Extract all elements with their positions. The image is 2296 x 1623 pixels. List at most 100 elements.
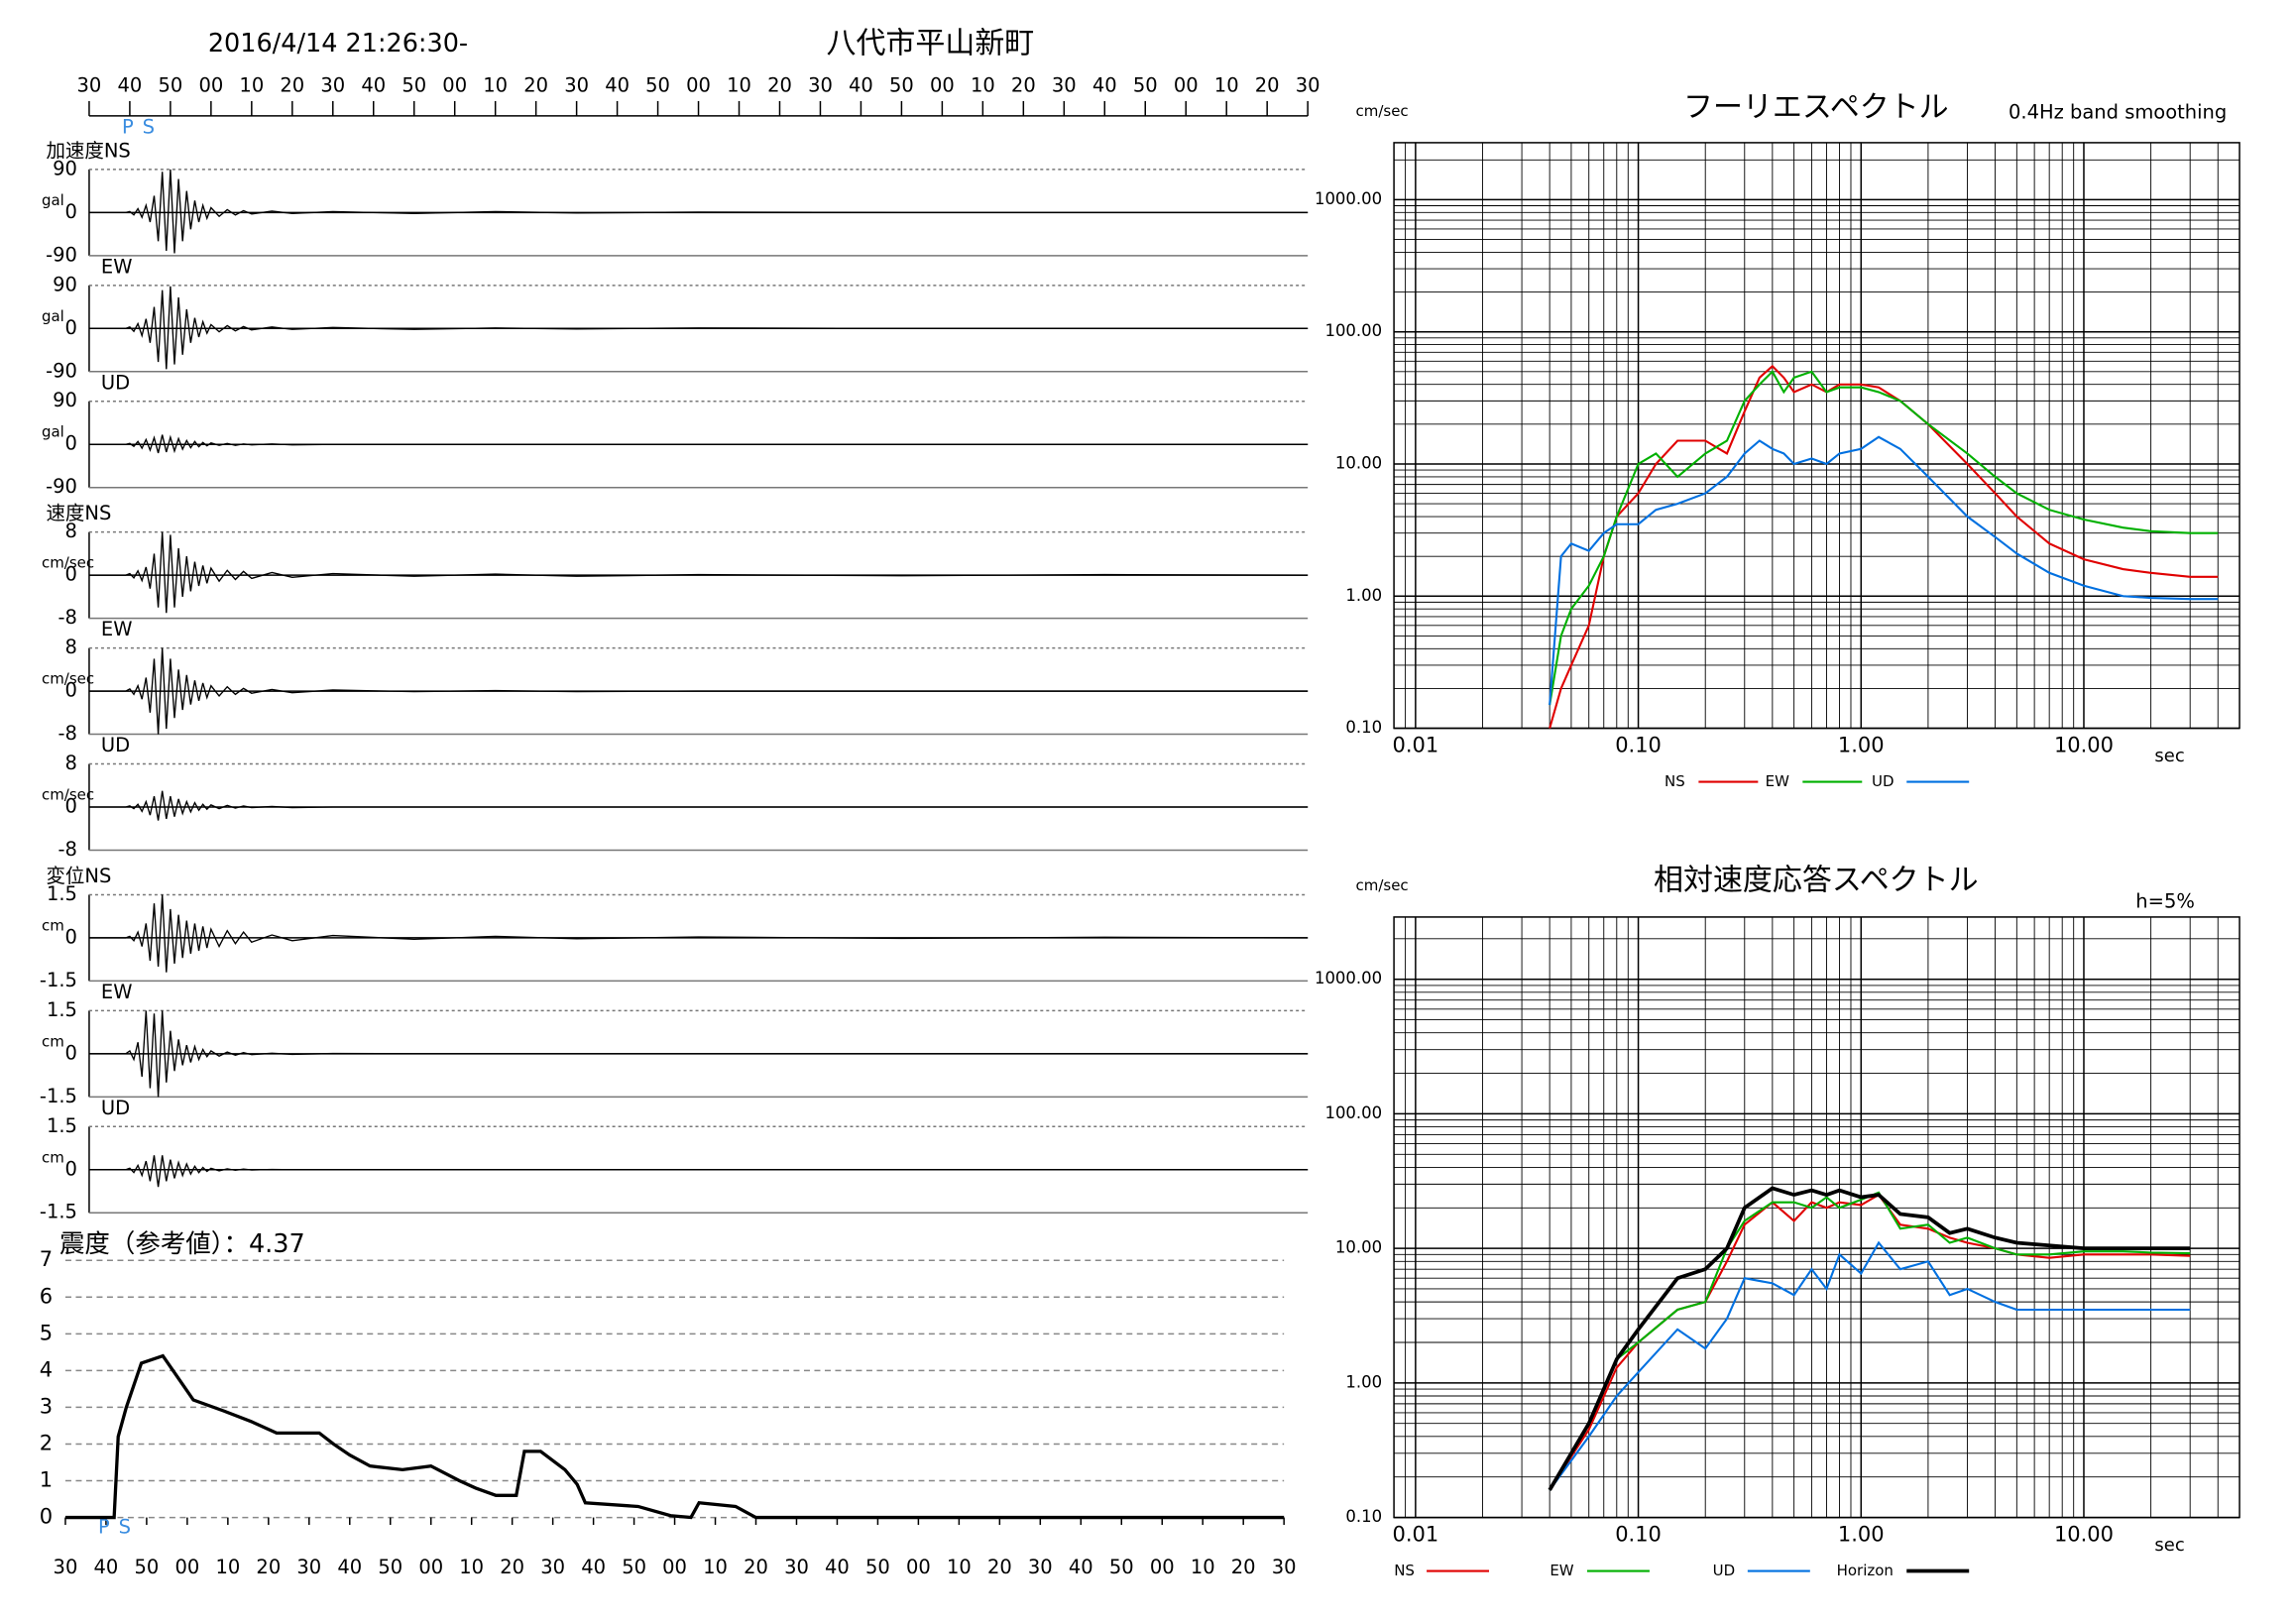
x-tick-label: 40 [1069,1556,1093,1578]
panel-unit: cm/sec [42,670,94,688]
y-tick-label: -90 [46,243,77,266]
x-tick-label: 40 [825,1556,850,1578]
x-tick-label: 20 [767,73,792,96]
legend-label: EW [1766,772,1789,790]
y-tick-label: 7 [40,1247,53,1271]
x-tick-label: 10.00 [2054,734,2114,757]
x-tick-label: 40 [337,1556,362,1578]
x-tick-label: 40 [361,73,386,96]
y-tick-label: 90 [53,273,77,295]
phase-marker: P [98,1516,110,1539]
chart-title: 相対速度応答スペクトル [1654,863,1979,897]
y-tick-label: 0 [65,679,77,702]
panel-unit: cm/sec [42,554,94,572]
x-axis-label: sec [2154,746,2184,766]
x-tick-label: 40 [581,1556,606,1578]
x-tick-label: 00 [1174,73,1199,96]
y-tick-label: 0 [65,795,77,818]
waveform [88,531,1309,614]
spectrum-line [1549,1240,2191,1491]
y-tick-label: 1.00 [1345,586,1382,605]
x-tick-label: 30 [540,1556,565,1578]
panel-label: 速度NS [46,502,111,524]
panel-label: 加速度NS [46,139,130,162]
y-tick-label: 100.00 [1324,321,1382,340]
y-tick-label: 0 [65,1041,77,1064]
x-tick-label: 50 [402,73,426,96]
x-tick-label: 20 [1011,73,1036,96]
y-tick-label: 1.00 [1345,1372,1382,1391]
phase-marker: S [143,115,155,138]
y-tick-label: 8 [65,520,77,542]
chart-title: フーリエスペクトル [1683,90,1949,125]
x-tick-label: 1.00 [1838,734,1885,757]
x-tick-label: 00 [442,73,467,96]
x-tick-label: 50 [158,73,182,96]
legend-label: Horizon [1837,1562,1894,1579]
y-tick-label: 0 [65,563,77,586]
x-tick-label: 0.01 [1393,734,1439,757]
x-tick-label: 10 [971,73,995,96]
x-tick-label: 40 [94,1556,119,1578]
legend-label: UD [1713,1562,1736,1579]
chart-title: 震度（参考値）：4.37 [59,1229,305,1259]
waveform [88,434,1309,454]
panel-label: UD [101,1097,130,1119]
x-tick-label: 0.01 [1393,1523,1439,1547]
x-tick-label: 10 [215,1556,240,1578]
panel-unit: cm [42,1148,64,1166]
y-tick-label: 0 [65,432,77,455]
x-tick-label: 30 [296,1556,321,1578]
y-tick-label: 3 [40,1394,53,1418]
x-tick-label: 20 [1231,1556,1256,1578]
y-tick-label: -90 [46,359,77,382]
plot-frame [1393,916,2240,1519]
x-tick-label: 10 [727,73,751,96]
legend-label: NS [1394,1562,1415,1579]
x-tick-label: 50 [865,1556,890,1578]
y-axis-label: cm/sec [1356,876,1409,894]
x-tick-label: 10 [459,1556,484,1578]
x-tick-label: 10 [703,1556,728,1578]
x-tick-label: 50 [889,73,914,96]
y-tick-label: 90 [53,389,77,411]
x-tick-label: 10 [1214,73,1239,96]
waveform [88,1155,1309,1188]
x-tick-label: 10 [483,73,508,96]
y-tick-label: 5 [40,1321,53,1344]
waveform [88,790,1309,821]
y-tick-label: 1 [40,1468,53,1492]
x-tick-label: 30 [320,73,345,96]
y-tick-label: 2 [40,1431,53,1454]
y-tick-label: 1.5 [47,998,77,1021]
y-tick-label: 1000.00 [1315,969,1382,987]
x-tick-label: 30 [54,1556,78,1578]
waveform [88,286,1309,370]
panel-label: EW [101,618,133,640]
x-tick-label: 30 [1272,1556,1297,1578]
spectrum-line [1549,435,2219,706]
x-tick-label: 50 [1109,1556,1134,1578]
x-tick-label: 20 [523,73,548,96]
y-tick-label: -8 [58,606,77,629]
x-tick-label: 00 [686,73,711,96]
y-tick-label: 90 [53,157,77,179]
y-tick-label: 0 [40,1505,53,1529]
x-tick-label: 20 [987,1556,1012,1578]
x-tick-label: 50 [622,1556,646,1578]
chart-subtitle: 0.4Hz band smoothing [2009,100,2227,123]
x-tick-label: 0.10 [1615,734,1662,757]
x-tick-label: 30 [564,73,589,96]
chart-subtitle: 2016/4/14 21:26:30- [208,29,468,58]
y-tick-label: 8 [65,752,77,774]
x-tick-label: 30 [784,1556,809,1578]
x-tick-label: 00 [930,73,955,96]
x-tick-label: 10.00 [2054,1523,2114,1547]
panel-unit: cm/sec [42,786,94,804]
panel-label: UD [101,371,130,394]
x-tick-label: 00 [174,1556,199,1578]
spectrum-line [1549,1191,2191,1491]
x-tick-label: 30 [1028,1556,1053,1578]
panel-unit: gal [42,423,64,441]
intensity-line [64,1353,1285,1520]
